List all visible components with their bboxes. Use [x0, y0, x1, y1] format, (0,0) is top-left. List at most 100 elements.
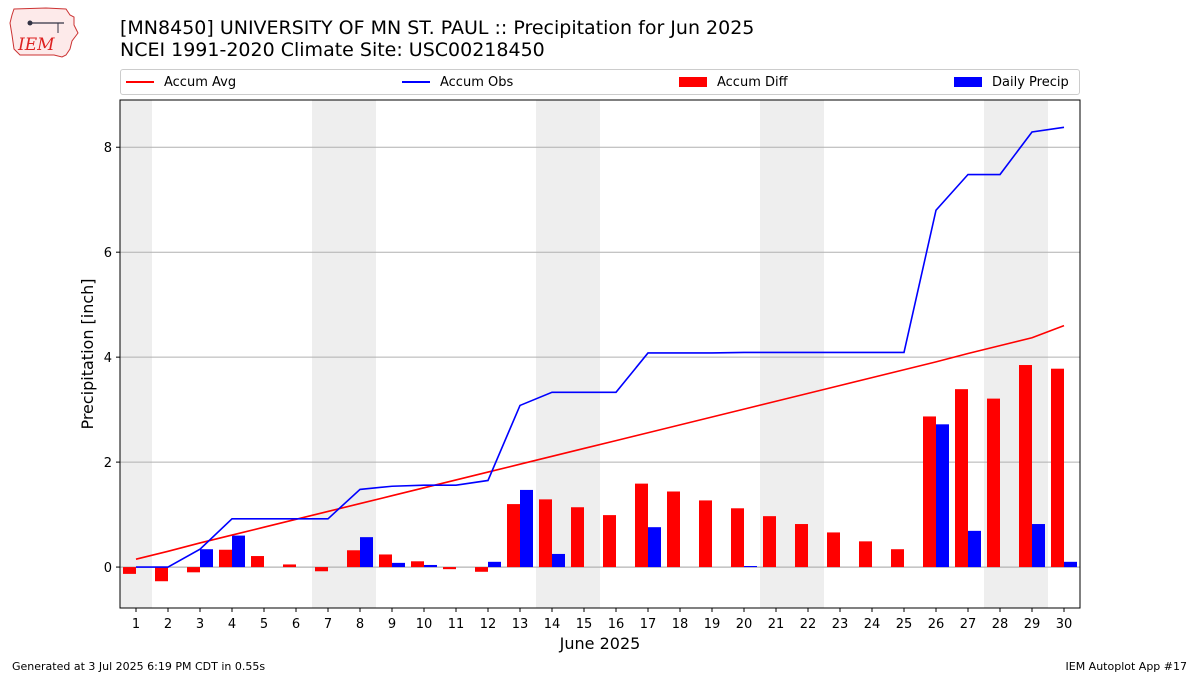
x-tick-label: 30 — [1056, 617, 1073, 632]
footer-app: IEM Autoplot App #17 — [1065, 660, 1188, 673]
weekend-shade — [120, 100, 152, 608]
x-tick-label: 27 — [960, 617, 977, 632]
x-tick-label: 26 — [928, 617, 945, 632]
bar-accum-diff — [891, 549, 904, 568]
x-tick-label: 14 — [544, 617, 561, 632]
bar-accum-diff — [347, 550, 360, 568]
bar-accum-diff — [155, 567, 168, 582]
x-tick-label: 12 — [480, 617, 497, 632]
bar-daily-precip — [648, 527, 661, 568]
plot-frame — [119, 99, 1081, 609]
bar-accum-diff — [859, 541, 872, 568]
bar-daily-precip — [392, 562, 405, 568]
bar-accum-diff — [571, 507, 584, 568]
x-tick-label: 9 — [388, 617, 396, 632]
x-tick-label: 18 — [672, 617, 689, 632]
x-tick-label: 15 — [576, 617, 593, 632]
legend-item-accum-diff: Accum Diff — [679, 70, 788, 94]
bar-daily-precip — [424, 564, 437, 568]
x-tick-label: 29 — [1024, 617, 1041, 632]
bar-accum-diff — [827, 532, 840, 568]
bar-daily-precip — [488, 561, 501, 568]
bar-daily-precip — [232, 535, 245, 568]
bar-accum-diff — [219, 549, 232, 568]
x-tick-label: 6 — [292, 617, 300, 632]
bar-accum-diff — [1019, 365, 1032, 568]
x-tick-label: 20 — [736, 617, 753, 632]
x-tick-label: 7 — [324, 617, 332, 632]
bar-accum-diff — [539, 499, 552, 568]
y-axis-label: Precipitation [inch] — [78, 278, 97, 429]
x-tick-label: 5 — [260, 617, 268, 632]
bar-accum-diff — [731, 508, 744, 568]
x-tick-label: 28 — [992, 617, 1009, 632]
bar-accum-diff — [443, 567, 456, 570]
x-tick-label: 19 — [704, 617, 721, 632]
bar-accum-diff — [411, 561, 424, 568]
x-tick-label: 11 — [448, 617, 465, 632]
bar-accum-diff — [379, 554, 392, 568]
bar-accum-diff — [987, 398, 1000, 568]
legend-item-accum-obs: Accum Obs — [402, 70, 513, 94]
chart-title: [MN8450] UNIVERSITY OF MN ST. PAUL :: Pr… — [120, 17, 755, 39]
x-axis-label: June 2025 — [559, 634, 641, 653]
bar-accum-diff — [699, 500, 712, 568]
legend-swatch-accum-avg — [126, 81, 154, 83]
weekend-shade — [312, 100, 344, 608]
bar-accum-diff — [763, 516, 776, 568]
y-tick-label: 6 — [104, 246, 112, 261]
x-tick-label: 23 — [832, 617, 849, 632]
bar-daily-precip — [1032, 524, 1045, 568]
legend-swatch-accum-diff — [679, 77, 707, 87]
x-tick-label: 22 — [800, 617, 817, 632]
bar-accum-diff — [603, 515, 616, 568]
legend-label-daily-precip: Daily Precip — [992, 74, 1069, 90]
weekend-shade — [792, 100, 824, 608]
bar-daily-precip — [552, 553, 565, 568]
bar-daily-precip — [744, 566, 757, 568]
bar-accum-diff — [507, 504, 520, 568]
y-tick-label: 8 — [104, 141, 112, 156]
legend-swatch-daily-precip — [954, 77, 982, 87]
weekend-shade — [344, 100, 376, 608]
y-tick-label: 0 — [104, 561, 112, 576]
x-tick-label: 2 — [164, 617, 172, 632]
x-tick-label: 25 — [896, 617, 913, 632]
legend-label-accum-diff: Accum Diff — [717, 74, 788, 90]
bar-accum-diff — [667, 491, 680, 568]
line-accum-obs — [136, 126, 1065, 568]
bar-daily-precip — [1064, 561, 1077, 568]
bar-daily-precip — [936, 424, 949, 568]
bar-daily-precip — [520, 489, 533, 568]
x-tick-label: 3 — [196, 617, 204, 632]
bar-accum-diff — [187, 567, 200, 573]
chart-subtitle: NCEI 1991-2020 Climate Site: USC00218450 — [120, 39, 545, 61]
y-tick-label: 4 — [104, 351, 112, 366]
legend: Accum Avg Accum Obs Accum Diff Daily Pre… — [120, 69, 1080, 95]
iem-logo: IEM — [9, 7, 79, 58]
footer-generated: Generated at 3 Jul 2025 6:19 PM CDT in 0… — [12, 660, 266, 673]
legend-swatch-accum-obs — [402, 81, 430, 83]
bar-accum-diff — [923, 416, 936, 568]
x-tick-label: 21 — [768, 617, 785, 632]
bar-accum-diff — [795, 524, 808, 568]
line-accum-avg — [135, 324, 1065, 560]
x-tick-label: 8 — [356, 617, 364, 632]
bar-daily-precip — [968, 530, 981, 568]
bar-accum-diff — [251, 556, 264, 568]
bar-daily-precip — [200, 549, 213, 568]
bar-daily-precip — [360, 537, 373, 568]
bar-accum-diff — [123, 567, 136, 574]
legend-item-accum-avg: Accum Avg — [126, 70, 236, 94]
x-tick-label: 1 — [132, 617, 140, 632]
x-tick-label: 16 — [608, 617, 625, 632]
y-tick-label: 2 — [104, 456, 112, 471]
x-tick-label: 10 — [416, 617, 433, 632]
legend-label-accum-avg: Accum Avg — [164, 74, 237, 90]
logo-text: IEM — [17, 35, 55, 55]
x-tick-label: 24 — [864, 617, 881, 632]
bar-accum-diff — [315, 567, 328, 572]
x-tick-label: 13 — [512, 617, 529, 632]
legend-label-accum-obs: Accum Obs — [440, 74, 514, 90]
